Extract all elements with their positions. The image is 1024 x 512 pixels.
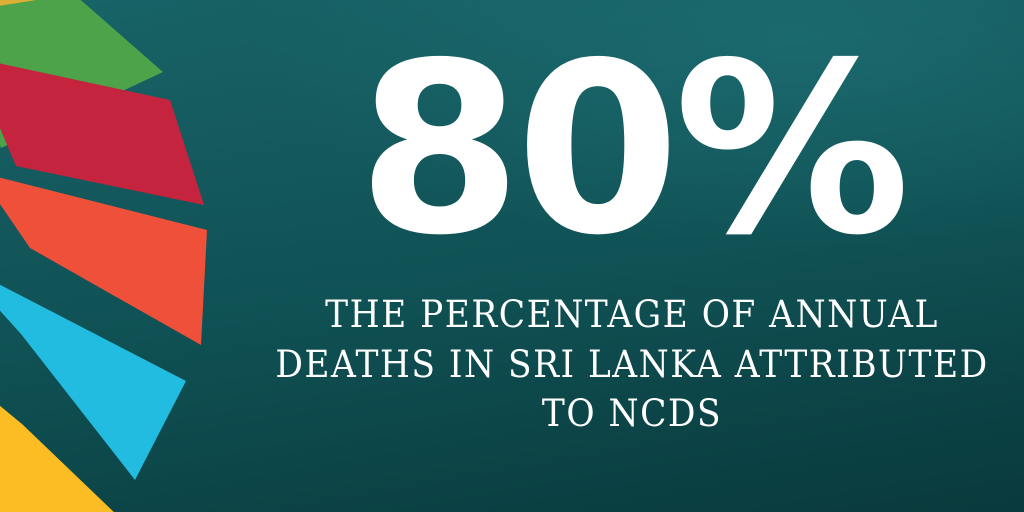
caption-line-2: DEATHS IN SRI LANKA ATTRIBUTED xyxy=(275,342,989,386)
sdg-wheel-segments xyxy=(0,0,207,512)
sdg-color-wheel xyxy=(0,0,207,512)
segment-crimson-icon xyxy=(0,63,204,205)
segment-orange-icon xyxy=(0,177,207,345)
segment-cyan-icon xyxy=(0,284,186,480)
caption-line-1: THE PERCENTAGE OF ANNUAL xyxy=(325,293,939,336)
text-content-block: 80% THE PERCENTAGE OF ANNUAL DEATHS IN S… xyxy=(248,0,1024,512)
segment-amber-icon xyxy=(0,405,114,512)
caption-line-3: TO NCDS xyxy=(541,392,723,436)
statistic-caption: THE PERCENTAGE OF ANNUAL DEATHS IN SRI L… xyxy=(265,290,1000,439)
statistic-value: 80% xyxy=(357,12,911,287)
